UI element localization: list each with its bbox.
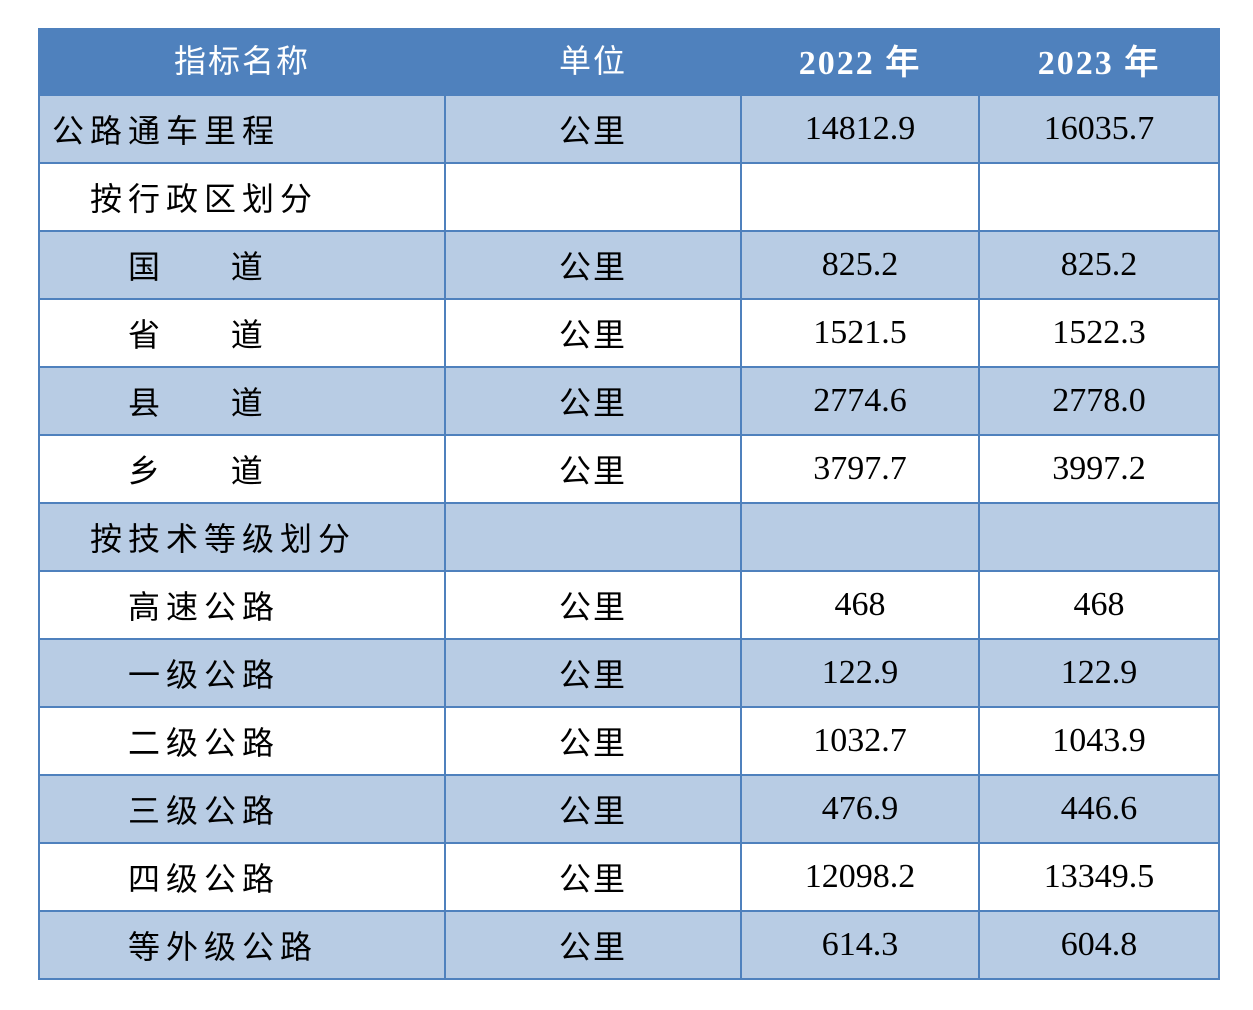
row-value-2023: [978, 502, 1220, 572]
row-value-2022: 468: [740, 570, 980, 640]
row-value-2022: [740, 162, 980, 232]
row-unit: 公里: [444, 92, 742, 164]
table-row: 等外级公路 公里 614.3 604.8: [38, 910, 1220, 980]
row-unit: 公里: [444, 638, 742, 708]
road-mileage-table: 指标名称 单位 2022 年 2023 年 公路通车里程 公里 14812.9 …: [38, 28, 1220, 980]
table-row: 公路通车里程 公里 14812.9 16035.7: [38, 92, 1220, 164]
table-row: 乡 道 公里 3797.7 3997.2: [38, 434, 1220, 504]
header-unit: 单位: [444, 28, 742, 96]
row-unit: 公里: [444, 774, 742, 844]
table-row: 二级公路 公里 1032.7 1043.9: [38, 706, 1220, 776]
row-value-2023: 16035.7: [978, 92, 1220, 164]
row-value-2022: 825.2: [740, 230, 980, 300]
row-name: 省 道: [38, 298, 446, 368]
row-value-2022: 12098.2: [740, 842, 980, 912]
row-value-2022: 2774.6: [740, 366, 980, 436]
row-value-2022: [740, 502, 980, 572]
header-year-2023: 2023 年: [978, 28, 1220, 96]
table-row: 国 道 公里 825.2 825.2: [38, 230, 1220, 300]
table-row: 一级公路 公里 122.9 122.9: [38, 638, 1220, 708]
row-name: 四级公路: [38, 842, 446, 912]
row-unit: 公里: [444, 434, 742, 504]
row-unit: 公里: [444, 570, 742, 640]
row-value-2022: 476.9: [740, 774, 980, 844]
row-value-2022: 1032.7: [740, 706, 980, 776]
row-value-2023: 122.9: [978, 638, 1220, 708]
row-unit: 公里: [444, 842, 742, 912]
row-name: 高速公路: [38, 570, 446, 640]
table-row: 四级公路 公里 12098.2 13349.5: [38, 842, 1220, 912]
header-indicator-name: 指标名称: [38, 28, 446, 96]
row-value-2023: 446.6: [978, 774, 1220, 844]
row-value-2023: 2778.0: [978, 366, 1220, 436]
row-name: 一级公路: [38, 638, 446, 708]
row-value-2023: 1043.9: [978, 706, 1220, 776]
row-name: 二级公路: [38, 706, 446, 776]
row-value-2023: [978, 162, 1220, 232]
row-name: 按技术等级划分: [38, 502, 446, 572]
row-name: 国 道: [38, 230, 446, 300]
row-unit: 公里: [444, 298, 742, 368]
row-unit: 公里: [444, 230, 742, 300]
row-unit: 公里: [444, 910, 742, 980]
table-row: 按行政区划分: [38, 162, 1220, 232]
row-value-2023: 825.2: [978, 230, 1220, 300]
row-name: 乡 道: [38, 434, 446, 504]
row-name: 等外级公路: [38, 910, 446, 980]
row-unit: [444, 162, 742, 232]
table-row: 按技术等级划分: [38, 502, 1220, 572]
row-value-2023: 1522.3: [978, 298, 1220, 368]
header-year-2022: 2022 年: [740, 28, 980, 96]
row-value-2022: 122.9: [740, 638, 980, 708]
row-unit: 公里: [444, 706, 742, 776]
table-row: 三级公路 公里 476.9 446.6: [38, 774, 1220, 844]
row-value-2023: 604.8: [978, 910, 1220, 980]
row-name: 县 道: [38, 366, 446, 436]
row-name: 公路通车里程: [38, 92, 446, 164]
table-row: 高速公路 公里 468 468: [38, 570, 1220, 640]
row-value-2022: 1521.5: [740, 298, 980, 368]
table-row: 省 道 公里 1521.5 1522.3: [38, 298, 1220, 368]
table-header-row: 指标名称 单位 2022 年 2023 年: [38, 28, 1220, 96]
row-unit: 公里: [444, 366, 742, 436]
row-value-2023: 3997.2: [978, 434, 1220, 504]
row-value-2022: 14812.9: [740, 92, 980, 164]
row-value-2022: 3797.7: [740, 434, 980, 504]
row-value-2023: 468: [978, 570, 1220, 640]
row-unit: [444, 502, 742, 572]
row-name: 按行政区划分: [38, 162, 446, 232]
row-value-2022: 614.3: [740, 910, 980, 980]
row-name: 三级公路: [38, 774, 446, 844]
row-value-2023: 13349.5: [978, 842, 1220, 912]
table-row: 县 道 公里 2774.6 2778.0: [38, 366, 1220, 436]
